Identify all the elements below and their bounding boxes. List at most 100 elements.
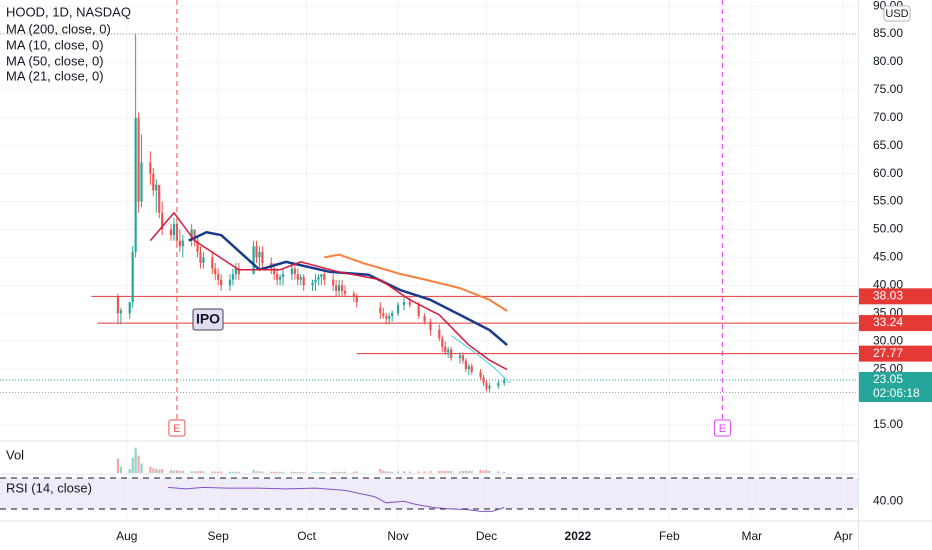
volume-bar bbox=[193, 471, 196, 473]
candle-body bbox=[181, 240, 184, 247]
volume-bar bbox=[355, 471, 358, 473]
candle-body bbox=[231, 274, 235, 280]
candle-body bbox=[158, 184, 161, 213]
candle-body bbox=[255, 246, 258, 258]
volume-bar bbox=[273, 471, 276, 473]
candle-body bbox=[279, 276, 282, 280]
candle-body bbox=[340, 285, 344, 291]
candle-body bbox=[464, 360, 467, 370]
level-label: 33.24 bbox=[873, 315, 903, 329]
candle-body bbox=[290, 268, 293, 275]
volume-bar bbox=[181, 470, 184, 473]
candle-body bbox=[402, 302, 406, 305]
volume-bar bbox=[467, 470, 470, 473]
volume-bar bbox=[137, 455, 140, 473]
volume-bar bbox=[391, 471, 394, 473]
annotation-box bbox=[192, 308, 224, 331]
event-marker bbox=[168, 419, 186, 437]
volume-bar bbox=[497, 471, 500, 473]
y-tick-label: 45.00 bbox=[873, 250, 903, 264]
volume-bar bbox=[190, 471, 193, 473]
volume-bar bbox=[352, 471, 355, 473]
y-tick-label: 55.00 bbox=[873, 194, 903, 208]
volume-bar bbox=[128, 469, 131, 473]
candle-body bbox=[408, 302, 411, 305]
candle-body bbox=[273, 268, 276, 275]
candle-body bbox=[450, 349, 453, 358]
candle-body bbox=[134, 117, 137, 252]
rsi-band bbox=[0, 478, 858, 510]
volume-bar bbox=[290, 471, 293, 473]
volume-bar bbox=[231, 471, 235, 473]
level-label-box bbox=[859, 288, 932, 305]
candle-body bbox=[485, 383, 488, 389]
volume-bar bbox=[488, 470, 491, 473]
volume-bar bbox=[234, 471, 237, 473]
volume-bar bbox=[444, 470, 447, 473]
volume-bar bbox=[470, 471, 473, 473]
x-tick-label: Dec bbox=[476, 529, 497, 543]
candle-body bbox=[335, 285, 338, 291]
candle-body bbox=[220, 279, 223, 286]
volume-bar bbox=[299, 472, 302, 473]
y-tick-label: 15.00 bbox=[873, 417, 903, 431]
candle-body bbox=[296, 274, 299, 280]
volume-bar bbox=[158, 469, 161, 473]
candle-body bbox=[396, 304, 400, 314]
volume-bar bbox=[116, 458, 120, 473]
volume-bar bbox=[134, 447, 137, 473]
candle-body bbox=[152, 173, 155, 191]
last-price: 23.05 bbox=[873, 372, 903, 386]
currency[interactable]: USD bbox=[885, 8, 908, 20]
volume-bar bbox=[270, 471, 273, 473]
volume-bar bbox=[237, 471, 240, 473]
candle-body bbox=[175, 223, 179, 241]
candle-body bbox=[140, 162, 143, 202]
candle-body bbox=[355, 296, 358, 303]
chart-title: HOOD, 1D, NASDAQ bbox=[6, 4, 131, 19]
x-tick-label: Feb bbox=[659, 529, 680, 543]
candle-body bbox=[116, 296, 120, 314]
y-tick-label: 65.00 bbox=[873, 138, 903, 152]
ma-line bbox=[149, 211, 508, 371]
y-tick-label: 50.00 bbox=[873, 222, 903, 236]
y-tick-label: 30.00 bbox=[873, 333, 903, 347]
candle-body bbox=[302, 276, 305, 286]
candle-body bbox=[447, 349, 450, 353]
volume-bar bbox=[447, 471, 450, 473]
candle-body bbox=[467, 366, 470, 370]
candle-body bbox=[190, 229, 193, 241]
countdown: 02:06:18 bbox=[873, 386, 920, 400]
candle-body bbox=[149, 162, 152, 174]
currency-box[interactable] bbox=[883, 5, 911, 22]
volume-bar bbox=[178, 470, 181, 473]
y-tick-label: 70.00 bbox=[873, 110, 903, 124]
volume-bar bbox=[441, 470, 444, 473]
volume-bar bbox=[258, 471, 261, 473]
volume-bar bbox=[335, 471, 338, 473]
x-tick-label: Sep bbox=[208, 529, 230, 543]
rsi-tick-label: 40.00 bbox=[873, 493, 903, 507]
candle-body bbox=[217, 274, 220, 280]
volume-bar bbox=[175, 470, 179, 473]
rsi-line bbox=[168, 486, 505, 512]
candle-body bbox=[169, 229, 173, 236]
volume-bar bbox=[202, 471, 205, 473]
event-label: E bbox=[173, 423, 180, 435]
annotation: IPO bbox=[196, 311, 220, 327]
volume-bar bbox=[332, 471, 335, 473]
candle-body bbox=[497, 383, 500, 386]
candle-body bbox=[311, 282, 314, 286]
candle-body bbox=[388, 316, 391, 319]
y-tick-label: 80.00 bbox=[873, 54, 903, 68]
x-tick-label: 2022 bbox=[565, 529, 592, 543]
candle-body bbox=[119, 310, 122, 314]
level-label: 27.77 bbox=[873, 346, 903, 360]
candle-body bbox=[417, 304, 420, 317]
volume-bar bbox=[293, 471, 296, 473]
candle-body bbox=[323, 274, 326, 280]
legend-entry: MA (10, close, 0) bbox=[6, 37, 104, 52]
volume-bar bbox=[388, 471, 391, 473]
volume-bar bbox=[464, 470, 467, 473]
